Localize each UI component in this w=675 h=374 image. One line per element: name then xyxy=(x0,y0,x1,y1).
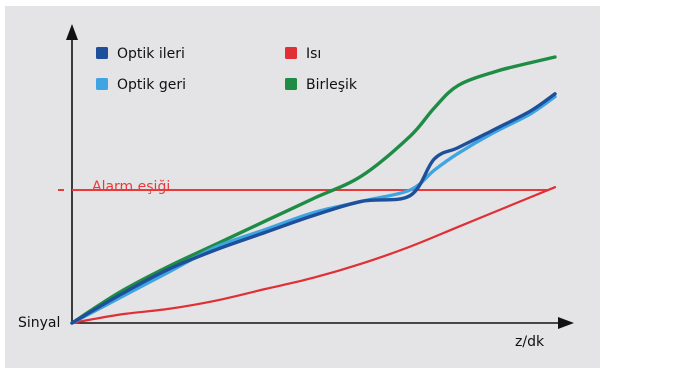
legend-swatch-optik-geri xyxy=(96,78,108,90)
threshold-label: Alarm eşiği xyxy=(92,179,170,195)
legend-label-optik-ileri: Optik ileri xyxy=(117,46,185,62)
legend-label-optik-geri: Optik geri xyxy=(117,77,186,93)
legend-swatch-optik-ileri xyxy=(96,47,108,59)
legend-swatch-birlesik xyxy=(285,78,297,90)
x-axis-arrow xyxy=(558,317,574,329)
series-line-birlesik xyxy=(70,55,557,325)
axes xyxy=(66,24,574,329)
x-axis-label: z/dk xyxy=(515,334,545,350)
legend: Optik ileri Optik geri Isı Birleşik xyxy=(96,46,358,93)
series-line-optik-ileri xyxy=(70,92,557,325)
legend-label-birlesik: Birleşik xyxy=(306,77,358,93)
series-lines xyxy=(70,55,557,325)
y-axis-label: Sinyal xyxy=(18,315,60,331)
y-axis-arrow xyxy=(66,24,78,40)
legend-label-isi: Isı xyxy=(306,46,321,62)
legend-swatch-isi xyxy=(285,47,297,59)
series-line-isi xyxy=(70,186,557,325)
